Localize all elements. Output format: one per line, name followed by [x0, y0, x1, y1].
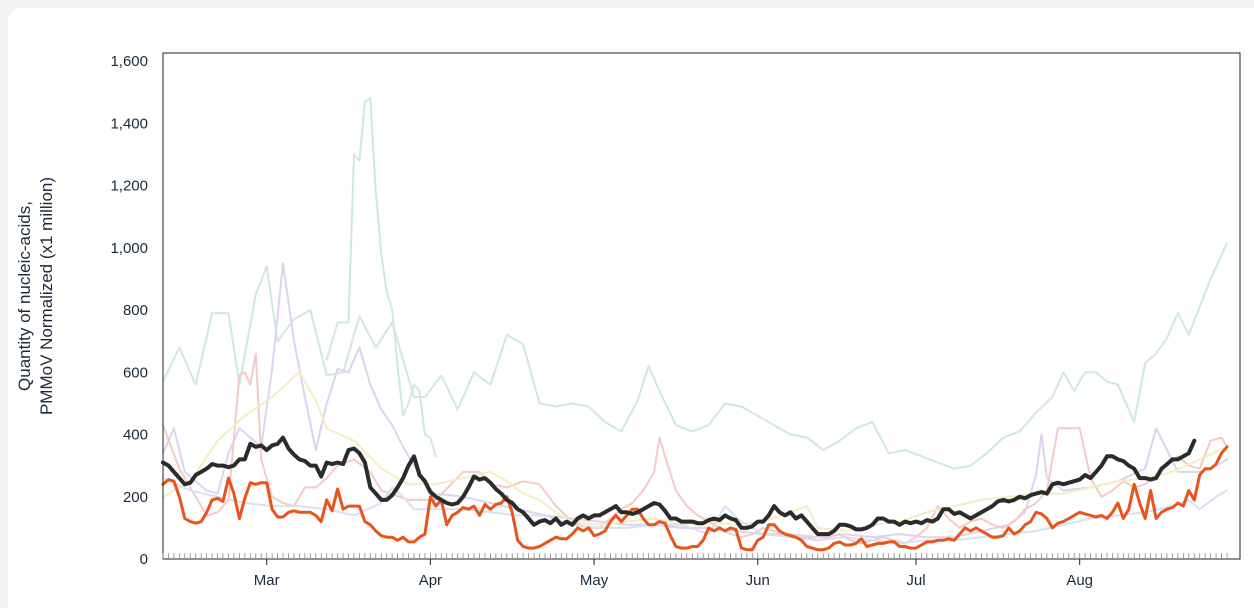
y-tick-label: 0	[140, 551, 148, 568]
y-tick-label: 600	[123, 364, 148, 381]
x-tick-label: Jun	[746, 572, 770, 589]
x-tick-label: Jul	[906, 572, 925, 589]
series-line-5	[162, 371, 1228, 532]
y-axis: 0 200 400 600 800 1,000 1,200 1,400 1,600	[110, 53, 148, 568]
series-line-7	[161, 445, 1229, 552]
y-tick-label: 800	[123, 302, 148, 319]
series-layer	[161, 97, 1229, 552]
y-axis-title: Quantity of nucleic-acids, PMMoV Normali…	[15, 177, 56, 415]
series-line-6	[162, 477, 1228, 545]
y-tick-label: 200	[123, 489, 148, 506]
series-line-2	[325, 97, 437, 458]
chart-card	[8, 8, 1254, 608]
y-tick-label: 400	[123, 427, 148, 444]
x-tick-label: Mar	[254, 572, 280, 589]
series-line-3	[162, 262, 1228, 539]
y-tick-label: 1,400	[110, 115, 148, 132]
y-axis-title-line-1: Quantity of nucleic-acids,	[15, 201, 34, 391]
y-axis-title-line-2: PMMoV Normalized (x1 million)	[37, 177, 56, 415]
y-tick-label: 1,000	[110, 240, 148, 257]
x-tick-label: Apr	[419, 572, 442, 589]
series-line-8	[161, 435, 1197, 537]
plot-frame	[162, 52, 1241, 560]
x-axis: Mar Apr May Jun Jul Aug	[162, 553, 1228, 589]
series-line-1	[162, 242, 1228, 470]
x-tick-label: Aug	[1066, 572, 1093, 589]
y-tick-label: 1,600	[110, 53, 148, 70]
x-tick-label: May	[580, 572, 609, 589]
series-line-4	[162, 352, 1228, 545]
y-tick-label: 1,200	[110, 178, 148, 195]
